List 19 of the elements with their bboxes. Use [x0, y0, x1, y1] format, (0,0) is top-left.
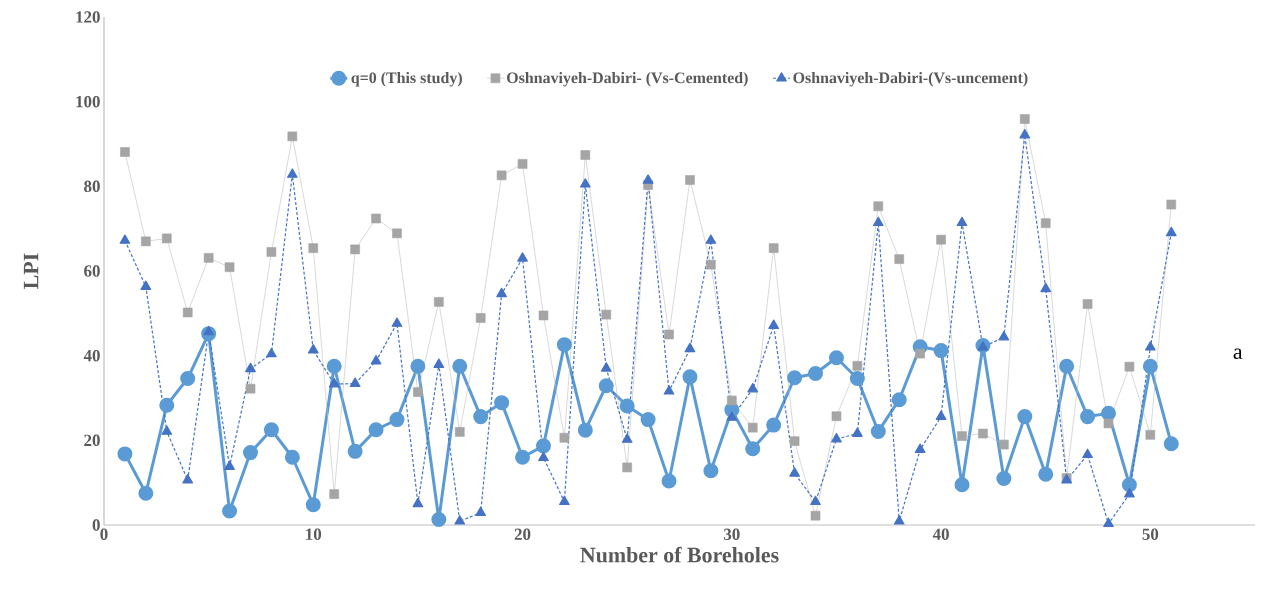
x-tick-label: 0 — [100, 528, 108, 540]
x-tick-label: 40 — [932, 528, 949, 540]
x-axis-title: Number of Boreholes — [580, 546, 779, 563]
y-tick-label: 40 — [83, 349, 100, 362]
annotation: a — [1233, 348, 1243, 360]
y-tick-label: 100 — [76, 95, 100, 108]
y-tick-label: 60 — [84, 265, 100, 277]
legend-label: Oshnaviyeh-Dabiri-(Vs-uncement) — [793, 71, 1028, 87]
y-tick-label: 80 — [84, 180, 100, 193]
y-axis-title: LPI — [23, 253, 39, 289]
x-tick-label: 50 — [1142, 528, 1159, 540]
x-tick-label: 30 — [723, 528, 740, 540]
legend-label: q=0 (This study) — [351, 71, 462, 87]
y-tick-label: 0 — [92, 519, 100, 531]
legend-label: Oshnaviyeh-Dabiri- (Vs-Cemented) — [507, 71, 748, 87]
x-tick-label: 10 — [306, 528, 322, 540]
x-tick-label: 20 — [514, 528, 531, 540]
y-tick-label: 20 — [84, 434, 100, 447]
y-tick-label: 120 — [76, 11, 100, 23]
